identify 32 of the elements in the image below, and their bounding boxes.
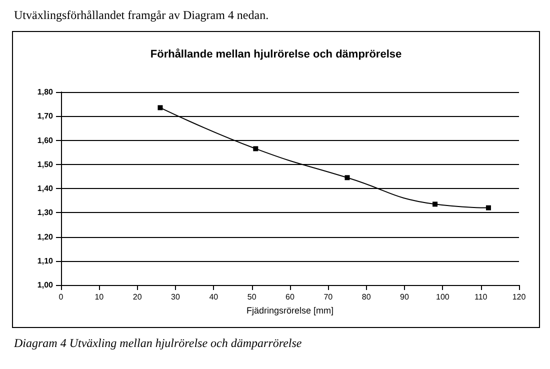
point (253, 146, 258, 152)
point (344, 175, 350, 180)
y-tick-label: 1,70 (37, 112, 54, 121)
point (486, 205, 491, 210)
x-axis-title: Fjädringsrörelse [mm] (246, 305, 334, 316)
x-tick-label: 80 (362, 292, 372, 302)
y-tick-label: 1,30 (37, 208, 54, 218)
point (158, 105, 163, 110)
y-tick-label: 1,00 (37, 280, 54, 290)
x-tick-label: 50 (247, 292, 257, 302)
y-tick-label: 1,50 (37, 160, 54, 169)
x-tick-label: 110 (474, 292, 488, 302)
y-tick-label: 1,60 (37, 136, 54, 145)
text: Diagram 4 Utväxling mellan hjulrörelse och dämparrörelse (14, 336, 303, 351)
x-tick-label: 20 (132, 292, 142, 302)
x-tick-label: 40 (209, 292, 219, 302)
y-tick-label: 1,10 (37, 256, 54, 266)
chart-title: Förhållande mellan hjulrörelse och dämprörelse (150, 48, 402, 60)
y-tick-label: 1,20 (37, 232, 54, 242)
x-tick-label: 0 (58, 292, 64, 302)
x-tick-label: 120 (512, 292, 526, 302)
x-tick-label: 10 (94, 292, 104, 302)
chart-frame: Fjädringsrörelse [mm] 1,00 1,10 1,20 1,30 1,40 1,50 1,60 1,70 1,80 0 10 20 30 40 50 60 70 80 90 100 110 120 Förhållande mellan hjulrörelse och dämprörelse (12, 31, 540, 328)
x-tick-label: 100 (436, 292, 450, 302)
x-tick-label: 30 (171, 292, 180, 302)
x-tick-label: 70 (324, 292, 334, 302)
y-tick-label: 1,80 (37, 88, 54, 96)
x-tick-label: 90 (400, 292, 410, 302)
text: Utväxlingsförhållandet framgår av Diagram 4 nedan. (14, 8, 270, 23)
y-tick-label: 1,40 (37, 184, 54, 193)
x-tick-label: 60 (286, 292, 295, 302)
point (432, 202, 438, 207)
